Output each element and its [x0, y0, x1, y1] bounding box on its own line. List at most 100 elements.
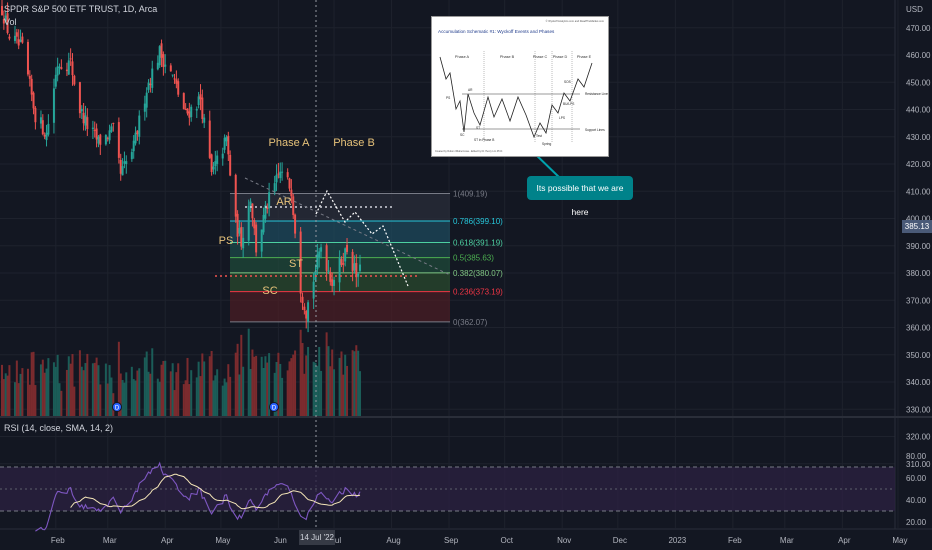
volume-bar: [275, 362, 278, 416]
candle-body: [125, 161, 128, 165]
candle-body: [104, 135, 107, 145]
candle-body: [184, 108, 187, 110]
volume-bar: [288, 361, 291, 416]
price-tick-label: 420.00: [906, 160, 931, 169]
fib-band: [230, 291, 450, 322]
volume-bar: [266, 362, 269, 416]
volume-bar: [279, 363, 282, 416]
volume-bar: [353, 351, 356, 416]
volume-bar: [249, 368, 252, 416]
candle-body: [1, 5, 3, 16]
price-tick-label: 370.00: [906, 296, 931, 305]
candle-body: [162, 54, 165, 67]
volume-bar: [71, 354, 74, 416]
time-tick-label: Dec: [613, 536, 627, 545]
volume-event-marker: [112, 402, 122, 412]
volume-bar: [212, 380, 215, 416]
symbol-title[interactable]: SPDR S&P 500 ETF TRUST, 1D, Arca: [4, 4, 158, 14]
time-tick-label: Nov: [557, 536, 571, 545]
volume-bar: [73, 386, 76, 416]
candle-body: [91, 127, 94, 129]
volume-bar: [13, 382, 16, 416]
inset-price-path: [439, 56, 593, 139]
volume-bar: [177, 363, 180, 416]
candle-body: [145, 92, 148, 108]
candle-body: [249, 201, 252, 206]
candle-body: [41, 120, 44, 135]
candle-body: [182, 93, 185, 110]
volume-bar: [342, 374, 345, 416]
price-tick-label: 350.00: [906, 351, 931, 360]
volume-label[interactable]: Vol: [4, 17, 17, 27]
volume-bar: [149, 373, 152, 416]
volume-bar: [229, 376, 232, 416]
volume-bar: [290, 358, 293, 416]
candle-body: [110, 126, 113, 132]
volume-bar: [262, 367, 265, 416]
drawing-annotations: Phase A Phase B AR PS ST SC: [215, 0, 563, 530]
candle-body: [30, 78, 33, 95]
projected-path: [315, 189, 409, 287]
volume-bar: [8, 365, 11, 416]
candle-body: [190, 106, 193, 118]
volume-bar: [30, 352, 33, 416]
ps-label: PS: [219, 235, 234, 247]
volume-bar: [223, 378, 226, 416]
volume-bar: [320, 370, 323, 416]
volume-bar: [197, 361, 200, 416]
volume-bar: [169, 371, 172, 416]
time-axis: Feb Mar Apr May Jun Jul Aug Sep Oct Nov Dec 2023 Feb…: [51, 536, 908, 545]
volume-bar: [329, 366, 332, 416]
time-tick-label: Sep: [444, 536, 459, 545]
volume-bar: [307, 346, 310, 416]
volume-bar: [60, 390, 63, 416]
price-tick-label: 410.00: [906, 187, 931, 196]
candle-body: [164, 64, 167, 67]
candle-body: [212, 166, 215, 170]
volume-bar: [214, 375, 217, 416]
candle-body: [117, 122, 120, 158]
candle-body: [121, 166, 124, 176]
volume-bar: [316, 365, 319, 416]
volume-bar: [34, 385, 37, 416]
volume-bar: [221, 385, 224, 416]
time-tick-label: Aug: [386, 536, 400, 545]
candle-body: [147, 82, 150, 90]
volume-bar: [227, 364, 230, 416]
volume-bar: [123, 382, 126, 416]
price-tick-label: 360.00: [906, 324, 931, 333]
candle-body: [65, 69, 68, 72]
candle-body: [229, 154, 232, 176]
candle-body: [216, 155, 219, 164]
rsi-label[interactable]: RSI (14, close, SMA, 14, 2): [4, 423, 114, 433]
volume-bar: [121, 380, 124, 416]
volume-bar: [164, 360, 167, 416]
candle-body: [151, 68, 154, 88]
fib-band: [230, 220, 450, 243]
volume-bar: [171, 363, 174, 416]
candle-body: [195, 108, 198, 111]
volume-bar: [190, 370, 193, 416]
callout-note[interactable]: Its possible that we are here: [527, 176, 633, 217]
trend-line: [244, 177, 451, 276]
volume-bar: [225, 382, 228, 416]
candle-body: [329, 272, 332, 282]
candle-body: [134, 132, 137, 144]
volume-bar: [312, 361, 315, 416]
volume-bar: [186, 357, 189, 416]
candle-body: [4, 15, 7, 22]
candle-body: [294, 214, 297, 234]
candle-body: [290, 189, 293, 197]
volume-bar: [182, 384, 185, 416]
sc-label: SC: [262, 285, 277, 297]
volume-bar: [292, 354, 295, 416]
candle-body: [69, 58, 72, 60]
volume-bar: [93, 362, 96, 416]
candlestick-series: [1, 0, 362, 333]
price-tick-label: 470.00: [906, 24, 931, 33]
candle-body: [17, 39, 20, 46]
volume-bar: [6, 375, 9, 416]
volume-bar: [208, 356, 211, 416]
volume-bar: [86, 353, 89, 416]
candle-body: [15, 32, 18, 37]
